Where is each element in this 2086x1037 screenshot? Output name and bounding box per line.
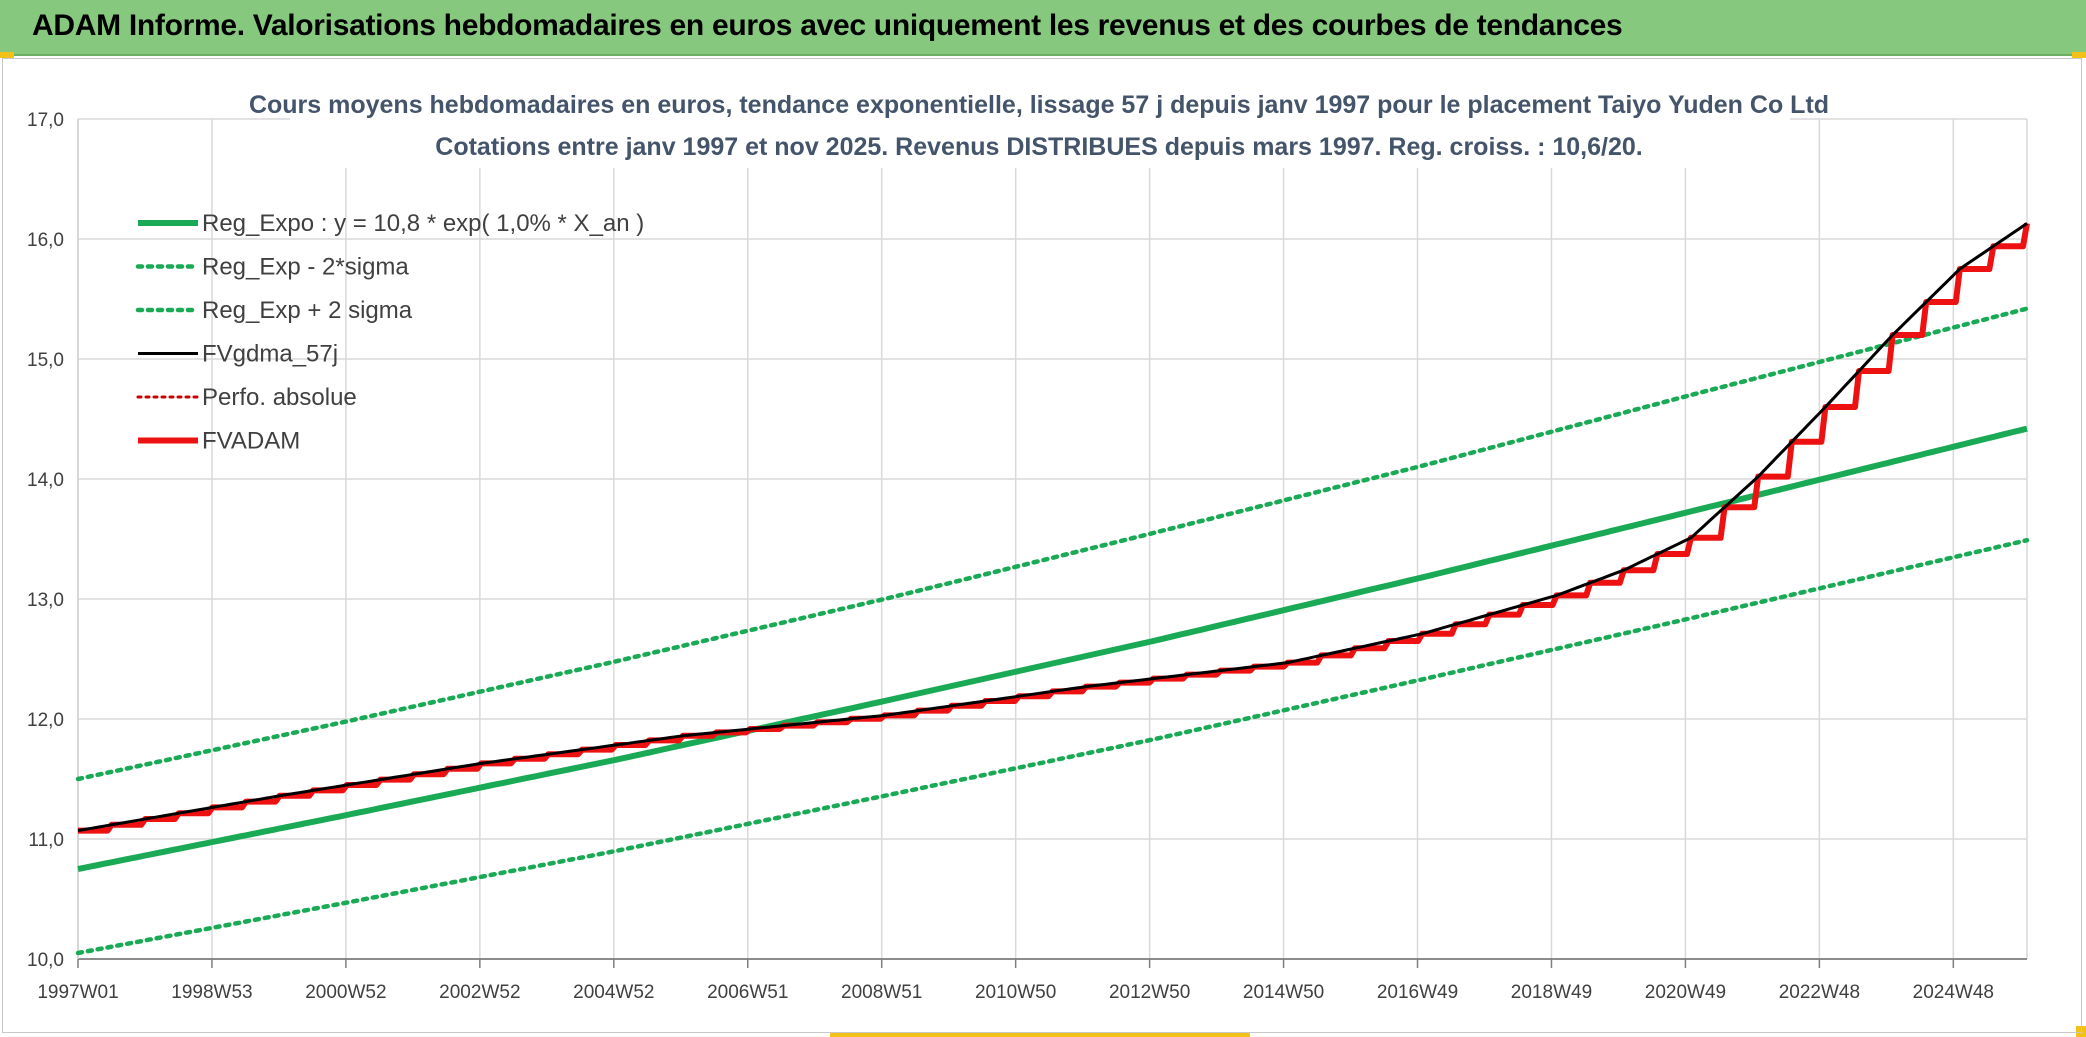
legend-label: FVADAM (202, 428, 300, 455)
legend-label: Reg_Expo : y = 10,8 * exp( 1,0% * X_an ) (202, 210, 644, 237)
chart-subtitle: Cotations entre janv 1997 et nov 2025. R… (435, 133, 1642, 161)
chart-title: Cours moyens hebdomadaires en euros, ten… (249, 91, 1829, 119)
legend: Reg_Expo : y = 10,8 * exp( 1,0% * X_an )… (135, 210, 644, 455)
x-tick-label: 2014W50 (1243, 982, 1324, 1003)
x-tick-label: 2002W52 (439, 982, 520, 1003)
y-tick-label: 13,0 (27, 590, 64, 611)
x-tick-label: 2020W49 (1645, 982, 1726, 1003)
x-tick-label: 2004W52 (573, 982, 654, 1003)
x-tick-label: 2022W48 (1779, 982, 1860, 1003)
x-tick-label: 2008W51 (841, 982, 922, 1003)
corner-accent-top-right (2072, 52, 2086, 58)
y-tick-label: 10,0 (27, 950, 64, 971)
y-tick-label: 12,0 (27, 710, 64, 731)
corner-accent-top-left (0, 52, 14, 58)
x-tick-label: 2016W49 (1377, 982, 1458, 1003)
x-tick-label: 2006W51 (707, 982, 788, 1003)
y-tick-label: 15,0 (27, 350, 64, 371)
x-tick-label: 2024W48 (1913, 982, 1994, 1003)
series-lines (75, 222, 2030, 956)
y-tick-label: 17,0 (27, 110, 64, 131)
x-tick-label: 2018W49 (1511, 982, 1592, 1003)
x-tick-label: 2000W52 (305, 982, 386, 1003)
x-tick-label: 1998W53 (171, 982, 252, 1003)
x-tick-label: 2012W50 (1109, 982, 1190, 1003)
corner-accent-bottom-middle (830, 1032, 1250, 1037)
header-banner: ADAM Informe. Valorisations hebdomadaire… (0, 0, 2086, 56)
chart-titles: Cours moyens hebdomadaires en euros, ten… (249, 82, 1829, 168)
series-line-2 (75, 306, 2030, 782)
series-line-1 (75, 537, 2030, 956)
x-tick-label: 2010W50 (975, 982, 1056, 1003)
page-title: ADAM Informe. Valorisations hebdomadaire… (32, 9, 1623, 42)
legend-label: FVgdma_57j (202, 341, 338, 368)
legend-label: Reg_Exp - 2*sigma (202, 254, 409, 281)
series-line-3 (77, 222, 2028, 833)
legend-label: Perfo. absolue (202, 384, 357, 411)
y-tick-label: 16,0 (27, 230, 64, 251)
axes: 10,0 11,0 12,0 13,0 14,0 15,0 16,0 17,0 1997W01 1… (27, 110, 2027, 1003)
y-tick-label: 14,0 (27, 470, 64, 491)
x-tick-label: 1997W01 (37, 982, 118, 1003)
title-backdrop (290, 82, 1790, 168)
chart-frame (2, 58, 2082, 1033)
series-line-0 (77, 425, 2028, 872)
legend-label: Reg_Exp + 2 sigma (202, 297, 413, 324)
y-tick-label: 11,0 (28, 830, 64, 851)
grid (77, 118, 2028, 960)
